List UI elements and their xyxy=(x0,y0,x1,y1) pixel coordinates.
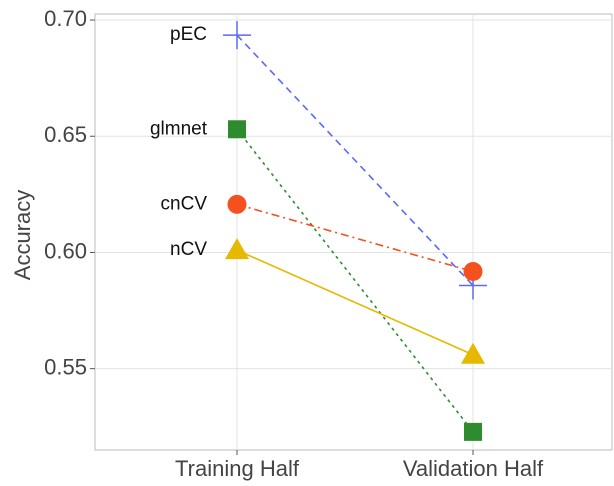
series-line xyxy=(236,34,474,287)
y-tick-label: 0.55 xyxy=(44,354,87,379)
y-tick-label: 0.70 xyxy=(44,6,87,31)
series-line xyxy=(236,128,474,433)
point xyxy=(223,21,251,50)
series-label: nCV xyxy=(170,239,207,260)
y-axis-label: Accuracy xyxy=(10,190,35,280)
plot-frame xyxy=(94,13,613,451)
x-tick-label: Training Half xyxy=(175,456,300,481)
series-line xyxy=(236,249,474,356)
y-tick-label: 0.65 xyxy=(44,122,87,147)
y-tick-label: 0.60 xyxy=(44,238,87,263)
point xyxy=(461,342,485,364)
series-label: cnCV xyxy=(161,193,208,214)
point xyxy=(463,262,483,282)
series-label: glmnet xyxy=(150,118,208,139)
point xyxy=(464,422,482,441)
x-tick-label: Validation Half xyxy=(403,456,544,481)
point xyxy=(228,120,246,139)
point xyxy=(225,238,249,260)
point xyxy=(227,194,247,214)
series-label: pEC xyxy=(170,24,207,45)
series-line xyxy=(236,203,474,273)
